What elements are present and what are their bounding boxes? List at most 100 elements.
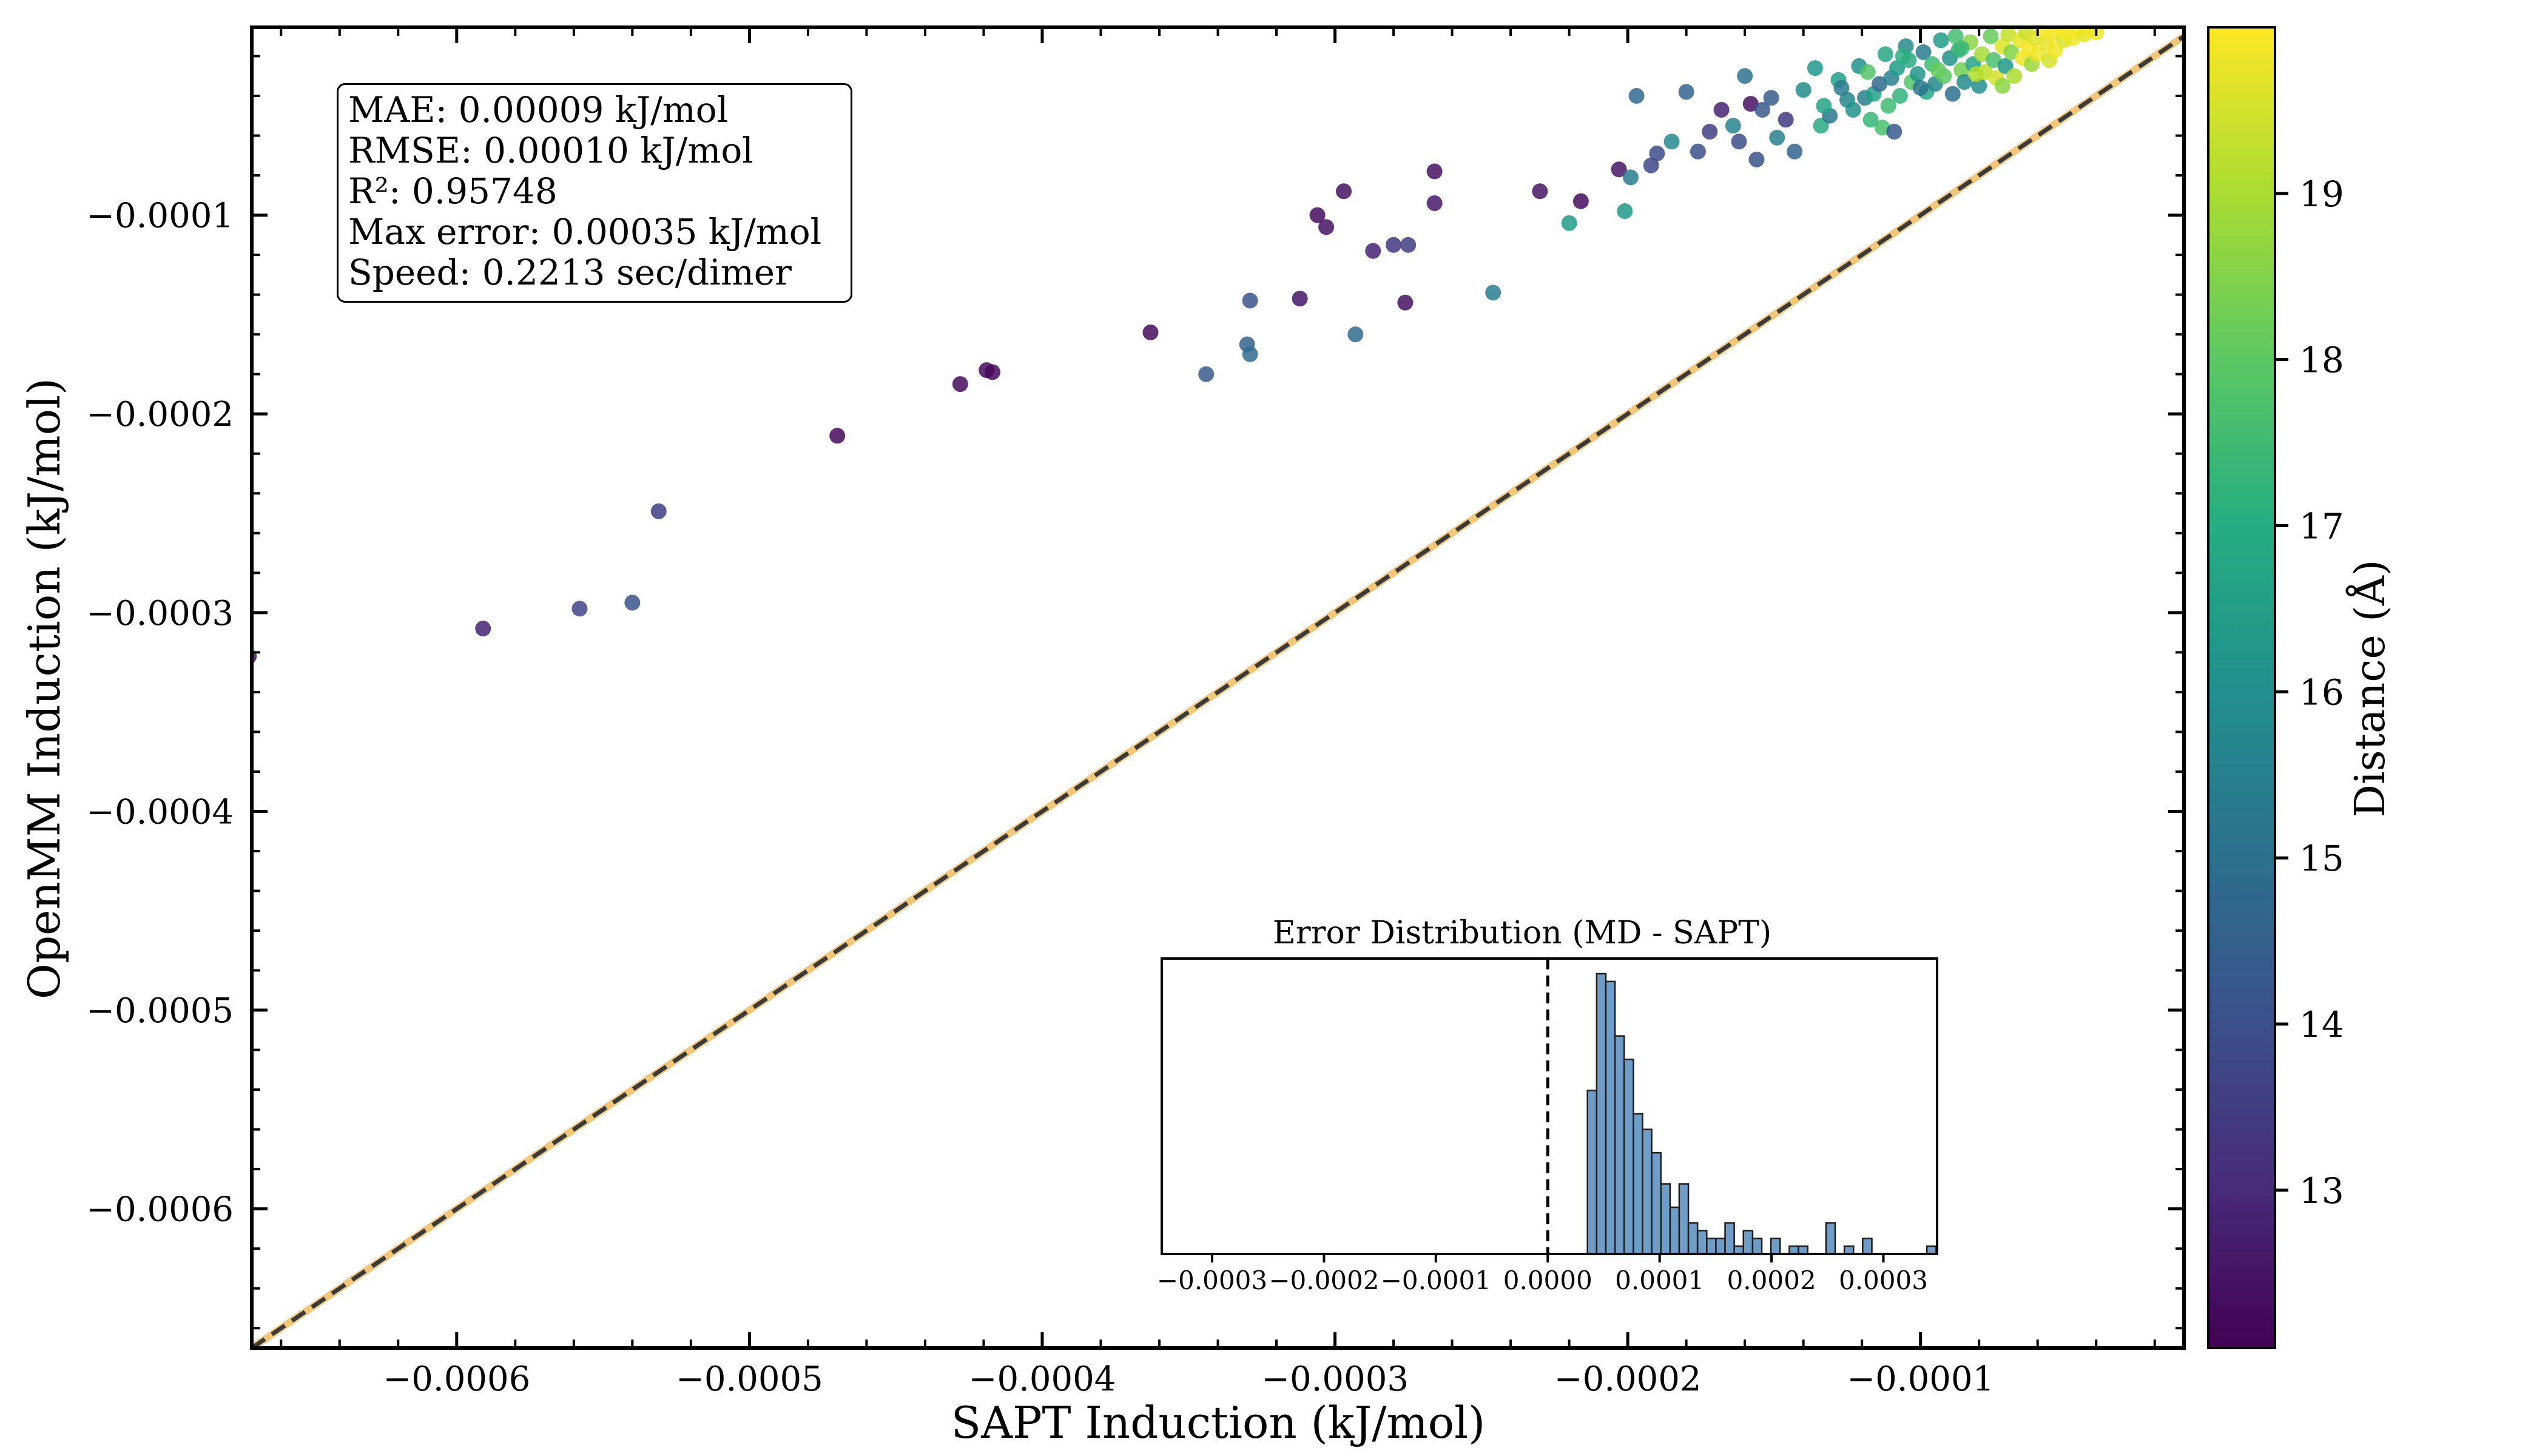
scatter-point [1678,84,1694,100]
scatter-point [1912,79,1929,96]
histogram-bar [1678,1183,1690,1255]
colorbar-tick-label: 18 [2299,340,2344,381]
stats-rmse: RMSE: 0.00010 kJ/mol [348,130,753,171]
scatter-point [1142,324,1159,340]
scatter-point [1725,118,1741,134]
scatter-point [1731,133,1747,150]
scatter-point [1971,78,1987,94]
scatter-point [1845,101,1861,118]
scatter-point [1968,66,1984,82]
stats-r2: R²: 0.95748 [348,170,558,212]
scatter-point [1833,79,1850,96]
histogram-bar [1742,1230,1754,1255]
scatter-point [1617,203,1633,220]
scatter-point [1769,129,1785,146]
x-tick-label: −0.0005 [676,1360,823,1399]
stats-speed: Speed: 0.2213 sec/dimer [348,252,792,293]
scatter-point [1649,146,1665,162]
colorbar-tick-label: 14 [2299,1004,2344,1045]
x-tick-label: −0.0001 [1847,1360,1994,1399]
y-axis-ticks: −0.0006−0.0005−0.0004−0.0003−0.0002−0.00… [86,55,2184,1330]
scatter-point [1986,52,2002,69]
scatter-point [1702,123,1718,140]
scatter-point [1795,82,1812,98]
scatter-point [2006,68,2023,84]
colorbar-ticks: 13 14 15 16 17 18 19 [2275,174,2344,1212]
y-tick-label: −0.0001 [86,197,234,236]
y-tick-label: −0.0004 [86,792,234,832]
scatter-point [1880,98,1896,114]
stats-max-error: Max error: 0.00035 kJ/mol [348,211,822,252]
scatter-point [1983,28,1999,44]
scatter-point [1242,346,1258,362]
x-tick-label: −0.0004 [969,1360,1116,1399]
histogram-bar [1724,1222,1735,1255]
scatter-point [1561,215,1577,231]
scatter-point [1242,292,1258,309]
histogram-bar [1633,1113,1643,1255]
histogram-bar [1687,1222,1699,1255]
scatter-point [1909,66,1926,82]
scatter-point [1944,86,1961,102]
scatter-point [1292,291,1308,307]
inset-plot-area [1162,959,1937,1254]
stats-mae: MAE: 0.00009 kJ/mol [348,89,729,130]
scatter-point [1713,101,1730,118]
scatter-point [1309,207,1326,223]
scatter-point [1872,76,1888,92]
histogram-bar [1642,1128,1653,1255]
histogram-bar [1715,1238,1726,1255]
histogram-bar [1605,980,1616,1255]
x-tick-label: −0.0002 [1554,1360,1702,1399]
inset-x-tick-label: 0.0000 [1503,1266,1592,1295]
histogram-bar [1651,1151,1662,1255]
inset-x-tick-label: 0.0003 [1839,1266,1928,1295]
histogram-bar [1706,1238,1717,1255]
histogram-bar [1825,1222,1836,1255]
scatter-point [1347,326,1364,343]
scatter-point [1862,112,1879,128]
scatter-point [1643,157,1659,174]
scatter-point [1386,237,1402,253]
y-tick-label: −0.0006 [86,1190,234,1230]
scatter-point [1877,46,1893,62]
colorbar-tick-label: 13 [2299,1170,2344,1212]
scatter-point [1572,193,1589,209]
scatter-point [1889,60,1906,76]
scatter-point [1994,78,2010,94]
inset-x-tick-label: −0.0002 [1269,1266,1379,1295]
inset-x-ticks: −0.0003 −0.0002 −0.0001 0.0000 0.0001 0.0002 0… [1157,1254,1928,1295]
x-axis-label: SAPT Induction (kJ/mol) [951,1397,1485,1448]
scatter-point [475,621,491,637]
y-tick-label: −0.0002 [86,395,234,434]
scatter-point [1892,88,1908,104]
scatter-point [1953,40,1970,56]
histogram-bar [1669,1206,1680,1255]
inset-x-tick-label: 0.0002 [1727,1266,1816,1295]
inset-plot-frame [1161,957,1938,1255]
y-axis-label: OpenMM Induction (kJ/mol) [19,378,70,999]
histogram-bar [1751,1238,1763,1255]
scatter-point [1532,183,1548,200]
scatter-point [1365,243,1381,259]
inset-x-tick-label: −0.0001 [1381,1266,1491,1295]
scatter-point [252,649,257,664]
scatter-point [1778,112,1794,128]
scatter-point [1426,163,1443,180]
scatter-point [1748,151,1765,167]
scatter-point [1397,294,1414,311]
scatter-point [1895,48,1911,64]
colorbar-tick-label: 16 [2299,672,2344,713]
histogram-bar [1623,1058,1634,1255]
scatter-point [650,503,667,519]
scatter-point [984,364,1000,380]
scatter-point [1930,62,1946,78]
scatter-point [1953,62,1970,78]
scatter-point [1763,90,1779,106]
stats-box: MAE: 0.00009 kJ/mol RMSE: 0.00010 kJ/mol… [337,83,852,303]
scatter-point [1816,98,1832,114]
scatter-point [1690,143,1706,160]
y-tick-label: −0.0005 [86,991,234,1031]
scatter-point [1807,60,1823,76]
